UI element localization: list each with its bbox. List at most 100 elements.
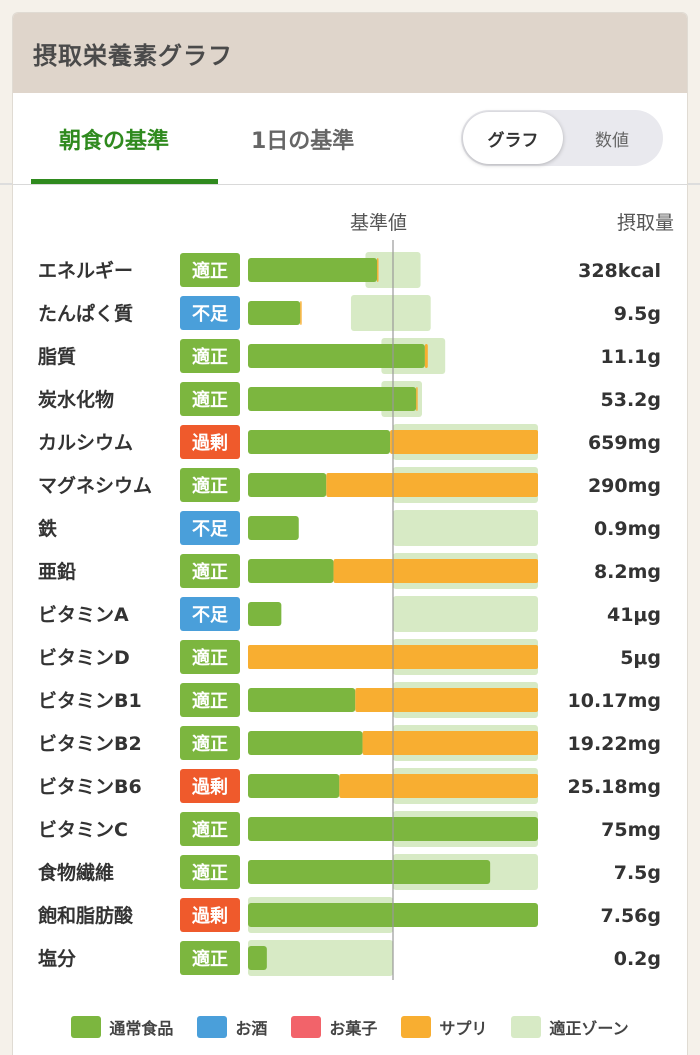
- food-bar: [248, 473, 327, 497]
- legend-item-food: 通常食品: [71, 1015, 173, 1039]
- intake-value: 25.18mg: [568, 776, 662, 798]
- nutrient-name: カルシウム: [38, 432, 133, 454]
- intake-value: 75mg: [601, 819, 661, 841]
- legend-label-alcohol: お酒: [235, 1019, 268, 1038]
- status-badge: [180, 941, 240, 975]
- supplement-bar: [300, 301, 302, 325]
- reference-value-header: 基準値: [350, 212, 408, 234]
- active-tab-underline: [31, 179, 218, 184]
- supplement-bar: [333, 559, 538, 583]
- intake-value: 7.5g: [614, 862, 661, 884]
- intake-value: 8.2mg: [594, 561, 661, 583]
- toggle-number-option[interactable]: 数値: [595, 130, 629, 151]
- status-badge: [180, 769, 240, 803]
- food-bar: [248, 602, 282, 626]
- intake-value: 19.22mg: [568, 733, 662, 755]
- intake-value: 290mg: [588, 475, 661, 497]
- intake-value: 659mg: [588, 432, 661, 454]
- food-bar: [248, 946, 267, 970]
- status-badge: [180, 640, 240, 674]
- food-bar: [248, 516, 299, 540]
- intake-value: 7.56g: [601, 905, 661, 927]
- status-badge-label: 適正: [192, 475, 228, 497]
- intake-value: 41μg: [607, 604, 661, 626]
- toggle-graph-option[interactable]: グラフ: [463, 112, 563, 164]
- nutrient-name: 食物繊維: [38, 861, 114, 884]
- legend-item-supplement: サプリ: [401, 1015, 487, 1039]
- status-badge: [180, 296, 240, 330]
- supplement-bar: [424, 344, 428, 368]
- nutrient-name: 飽和脂肪酸: [37, 904, 134, 927]
- appropriate-zone: [393, 596, 538, 632]
- food-bar: [248, 559, 334, 583]
- status-badge: [180, 425, 240, 459]
- status-badge-label: 過剰: [192, 776, 228, 798]
- supplement-bar: [416, 387, 418, 411]
- legend-item-snack: お菓子: [291, 1015, 377, 1039]
- status-badge-label: 不足: [192, 605, 228, 626]
- status-badge-label: 適正: [192, 260, 228, 282]
- intake-value: 0.2g: [614, 948, 661, 970]
- food-bar: [248, 387, 417, 411]
- card-header: 摂取栄養素グラフ: [13, 13, 687, 93]
- nutrient-name: ビタミンA: [38, 604, 129, 626]
- status-badge-label: 適正: [192, 389, 228, 411]
- food-bar: [248, 301, 301, 325]
- intake-value: 9.5g: [614, 303, 661, 325]
- status-badge: [180, 855, 240, 889]
- status-badge-label: 適正: [192, 647, 228, 669]
- status-badge: [180, 812, 240, 846]
- right-edge-divider: [688, 183, 700, 185]
- intake-value: 10.17mg: [568, 690, 662, 712]
- nutrient-name: ビタミンB6: [38, 776, 142, 798]
- intake-value: 5μg: [620, 647, 661, 669]
- intake-value: 11.1g: [601, 346, 661, 368]
- legend-swatch-zone: [511, 1016, 542, 1038]
- left-edge-divider: [0, 183, 12, 185]
- tabs-row: 朝食の基準 1日の基準 グラフ 数値: [13, 93, 687, 185]
- supplement-bar: [377, 258, 379, 282]
- appropriate-zone: [248, 940, 393, 976]
- legend-swatch-alcohol: [197, 1016, 228, 1038]
- intake-value: 0.9mg: [594, 518, 661, 540]
- status-badge-label: 不足: [192, 519, 228, 540]
- view-toggle[interactable]: グラフ 数値: [461, 110, 663, 166]
- card-title: 摂取栄養素グラフ: [33, 41, 233, 70]
- food-bar: [248, 774, 340, 798]
- status-badge-label: 適正: [192, 862, 228, 884]
- legend-item-zone: 適正ゾーン: [511, 1015, 629, 1039]
- status-badge: [180, 597, 240, 631]
- status-badge: [180, 339, 240, 373]
- status-badge-label: 過剰: [192, 905, 228, 927]
- status-badge: [180, 511, 240, 545]
- tab-breakfast-standard[interactable]: 朝食の基準: [59, 129, 170, 154]
- nutrient-name: ビタミンC: [38, 819, 128, 841]
- legend-swatch-supplement: [401, 1016, 432, 1038]
- nutrient-name: 亜鉛: [38, 560, 76, 583]
- legend-item-alcohol: お酒: [197, 1015, 267, 1039]
- supplement-bar: [339, 774, 538, 798]
- nutrient-name: 炭水化物: [38, 388, 114, 411]
- nutrient-name: ビタミンB1: [38, 690, 142, 712]
- appropriate-zone: [350, 295, 431, 331]
- nutrient-name: 脂質: [38, 345, 76, 368]
- intake-value: 53.2g: [601, 389, 661, 411]
- tab-daily-standard[interactable]: 1日の基準: [251, 129, 355, 154]
- legend-label-snack: お菓子: [329, 1019, 378, 1038]
- legend-swatch-food: [71, 1016, 102, 1038]
- intake-value: 328kcal: [578, 260, 661, 282]
- nutrient-name: たんぱく質: [38, 302, 133, 325]
- supplement-bar: [355, 688, 538, 712]
- legend-label-food: 通常食品: [109, 1019, 174, 1038]
- nutrient-name: 鉄: [38, 517, 57, 540]
- food-bar: [248, 731, 363, 755]
- legend-label-supplement: サプリ: [439, 1019, 488, 1038]
- supplement-bar: [362, 731, 538, 755]
- status-badge: [180, 898, 240, 932]
- status-badge-label: 適正: [192, 948, 228, 970]
- food-bar: [248, 258, 378, 282]
- status-badge: [180, 468, 240, 502]
- status-badge: [180, 726, 240, 760]
- intake-amount-header: 摂取量: [616, 212, 674, 234]
